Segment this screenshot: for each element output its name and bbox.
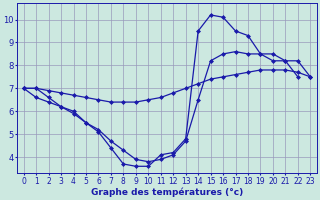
X-axis label: Graphe des températures (°c): Graphe des températures (°c) <box>91 187 243 197</box>
